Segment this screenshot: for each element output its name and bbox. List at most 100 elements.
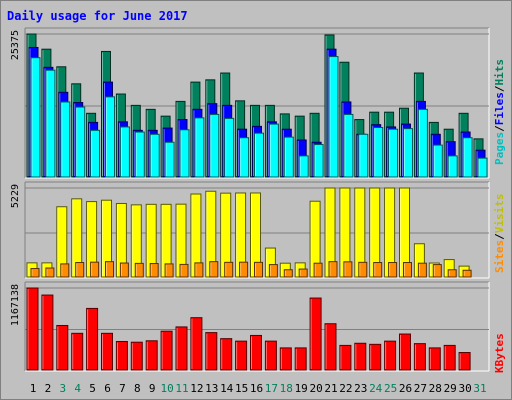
legend-kbytes-part-0: KBytes xyxy=(493,333,506,373)
bar-pages-day-11 xyxy=(179,129,190,178)
bar-pages-day-26 xyxy=(403,128,413,178)
bar-pages-day-6 xyxy=(105,96,115,178)
bar-pages-day-30 xyxy=(462,137,473,178)
x-label-day-18: 18 xyxy=(280,382,293,395)
legend-sites-visits-part-1: / xyxy=(493,233,506,240)
bar-kbytes-day-28 xyxy=(428,347,441,371)
bar-sites-day-10 xyxy=(164,263,174,278)
bar-pages-day-8 xyxy=(134,131,145,178)
x-label-day-16: 16 xyxy=(250,382,263,395)
bar-sites-day-16 xyxy=(254,261,263,278)
bar-sites-day-21 xyxy=(328,261,338,278)
bar-sites-day-15 xyxy=(239,261,249,278)
bar-sites-day-12 xyxy=(194,262,204,278)
panel-0-ytick-label: 25375 xyxy=(10,30,21,60)
bar-pages-day-7 xyxy=(119,126,130,178)
x-label-day-30: 30 xyxy=(458,382,471,395)
legend-sites-visits-part-0: Sites xyxy=(493,240,506,273)
bar-pages-day-31 xyxy=(477,157,488,178)
x-label-day-21: 21 xyxy=(324,382,337,395)
bar-pages-day-29 xyxy=(447,155,458,178)
bar-sites-day-7 xyxy=(119,262,129,278)
bar-kbytes-day-4 xyxy=(71,332,84,371)
bar-pages-day-12 xyxy=(194,117,205,178)
legend-pages-files-hits-part-4: Hits xyxy=(493,59,506,86)
legend-kbytes: KBytes xyxy=(493,333,506,373)
bar-kbytes-day-6 xyxy=(101,332,113,371)
x-label-day-12: 12 xyxy=(190,382,203,395)
legend-sites-visits-part-2: Visits xyxy=(493,194,506,234)
bar-pages-day-9 xyxy=(149,133,160,178)
bar-pages-day-5 xyxy=(90,129,101,178)
bar-kbytes-day-9 xyxy=(145,340,158,371)
bar-kbytes-day-23 xyxy=(354,342,367,371)
bar-pages-day-18 xyxy=(283,136,294,178)
x-label-day-27: 27 xyxy=(414,382,427,395)
bar-sites-day-9 xyxy=(149,263,159,278)
bar-kbytes-day-25 xyxy=(384,340,397,371)
chart-title: Daily usage for June 2017 xyxy=(7,9,188,23)
bar-kbytes-day-2 xyxy=(41,294,54,371)
x-label-day-20: 20 xyxy=(309,382,322,395)
bar-pages-day-24 xyxy=(373,126,384,178)
bar-kbytes-day-14 xyxy=(220,338,233,371)
bar-kbytes-day-3 xyxy=(56,324,69,371)
bar-sites-day-26 xyxy=(403,262,412,278)
legend-sites-visits: Sites/Visits xyxy=(493,194,506,274)
x-label-day-15: 15 xyxy=(235,382,248,395)
bar-kbytes-day-24 xyxy=(369,343,382,371)
bar-kbytes-day-16 xyxy=(250,334,262,371)
bar-sites-day-1 xyxy=(30,268,40,278)
x-label-day-17: 17 xyxy=(265,382,278,395)
bar-kbytes-day-7 xyxy=(115,340,128,371)
x-label-day-8: 8 xyxy=(134,382,141,395)
x-label-day-29: 29 xyxy=(444,382,457,395)
bar-kbytes-day-26 xyxy=(399,333,411,371)
bar-kbytes-day-27 xyxy=(413,343,426,371)
bar-kbytes-day-15 xyxy=(235,340,248,371)
bar-kbytes-day-20 xyxy=(309,297,322,371)
legend-pages-files-hits-part-1: / xyxy=(493,125,506,132)
x-label-day-9: 9 xyxy=(149,382,156,395)
bar-pages-day-10 xyxy=(164,141,175,178)
bar-kbytes-day-12 xyxy=(190,317,203,371)
bar-sites-day-18 xyxy=(283,269,293,278)
bar-pages-day-13 xyxy=(209,113,220,178)
x-label-day-7: 7 xyxy=(119,382,126,395)
bar-kbytes-day-21 xyxy=(324,323,337,371)
bar-sites-day-4 xyxy=(75,262,85,278)
x-label-day-2: 2 xyxy=(45,382,52,395)
bar-kbytes-day-1 xyxy=(26,287,39,371)
bar-sites-day-8 xyxy=(134,262,144,278)
bar-sites-day-23 xyxy=(358,261,368,278)
bar-pages-day-22 xyxy=(343,113,354,178)
x-label-day-28: 28 xyxy=(429,382,442,395)
bar-sites-day-6 xyxy=(105,261,114,278)
bar-pages-day-14 xyxy=(224,117,235,178)
bar-sites-day-24 xyxy=(373,262,383,278)
x-label-day-22: 22 xyxy=(339,382,352,395)
x-label-day-11: 11 xyxy=(175,382,188,395)
x-label-day-26: 26 xyxy=(399,382,412,395)
bar-sites-day-3 xyxy=(60,263,70,278)
bar-pages-day-28 xyxy=(432,144,443,178)
bar-sites-day-28 xyxy=(432,264,442,278)
bar-sites-day-17 xyxy=(268,264,278,278)
x-label-day-3: 3 xyxy=(59,382,66,395)
bar-sites-day-22 xyxy=(343,261,353,278)
bar-sites-day-25 xyxy=(388,262,398,278)
bar-kbytes-day-29 xyxy=(443,344,456,371)
x-label-day-4: 4 xyxy=(74,382,81,395)
legend-pages-files-hits-part-2: Files xyxy=(493,92,506,125)
x-label-day-31: 31 xyxy=(473,382,486,395)
bar-kbytes-day-18 xyxy=(279,347,292,371)
bar-kbytes-day-8 xyxy=(130,341,143,371)
bar-kbytes-day-17 xyxy=(264,340,277,371)
bar-pages-day-1 xyxy=(30,57,41,178)
legend-pages-files-hits-part-0: Pages xyxy=(493,132,506,165)
x-label-day-23: 23 xyxy=(354,382,367,395)
x-label-day-24: 24 xyxy=(369,382,383,395)
x-label-day-1: 1 xyxy=(30,382,37,395)
bar-sites-day-13 xyxy=(209,261,219,278)
panel-1-ytick-label: 5229 xyxy=(10,184,21,208)
